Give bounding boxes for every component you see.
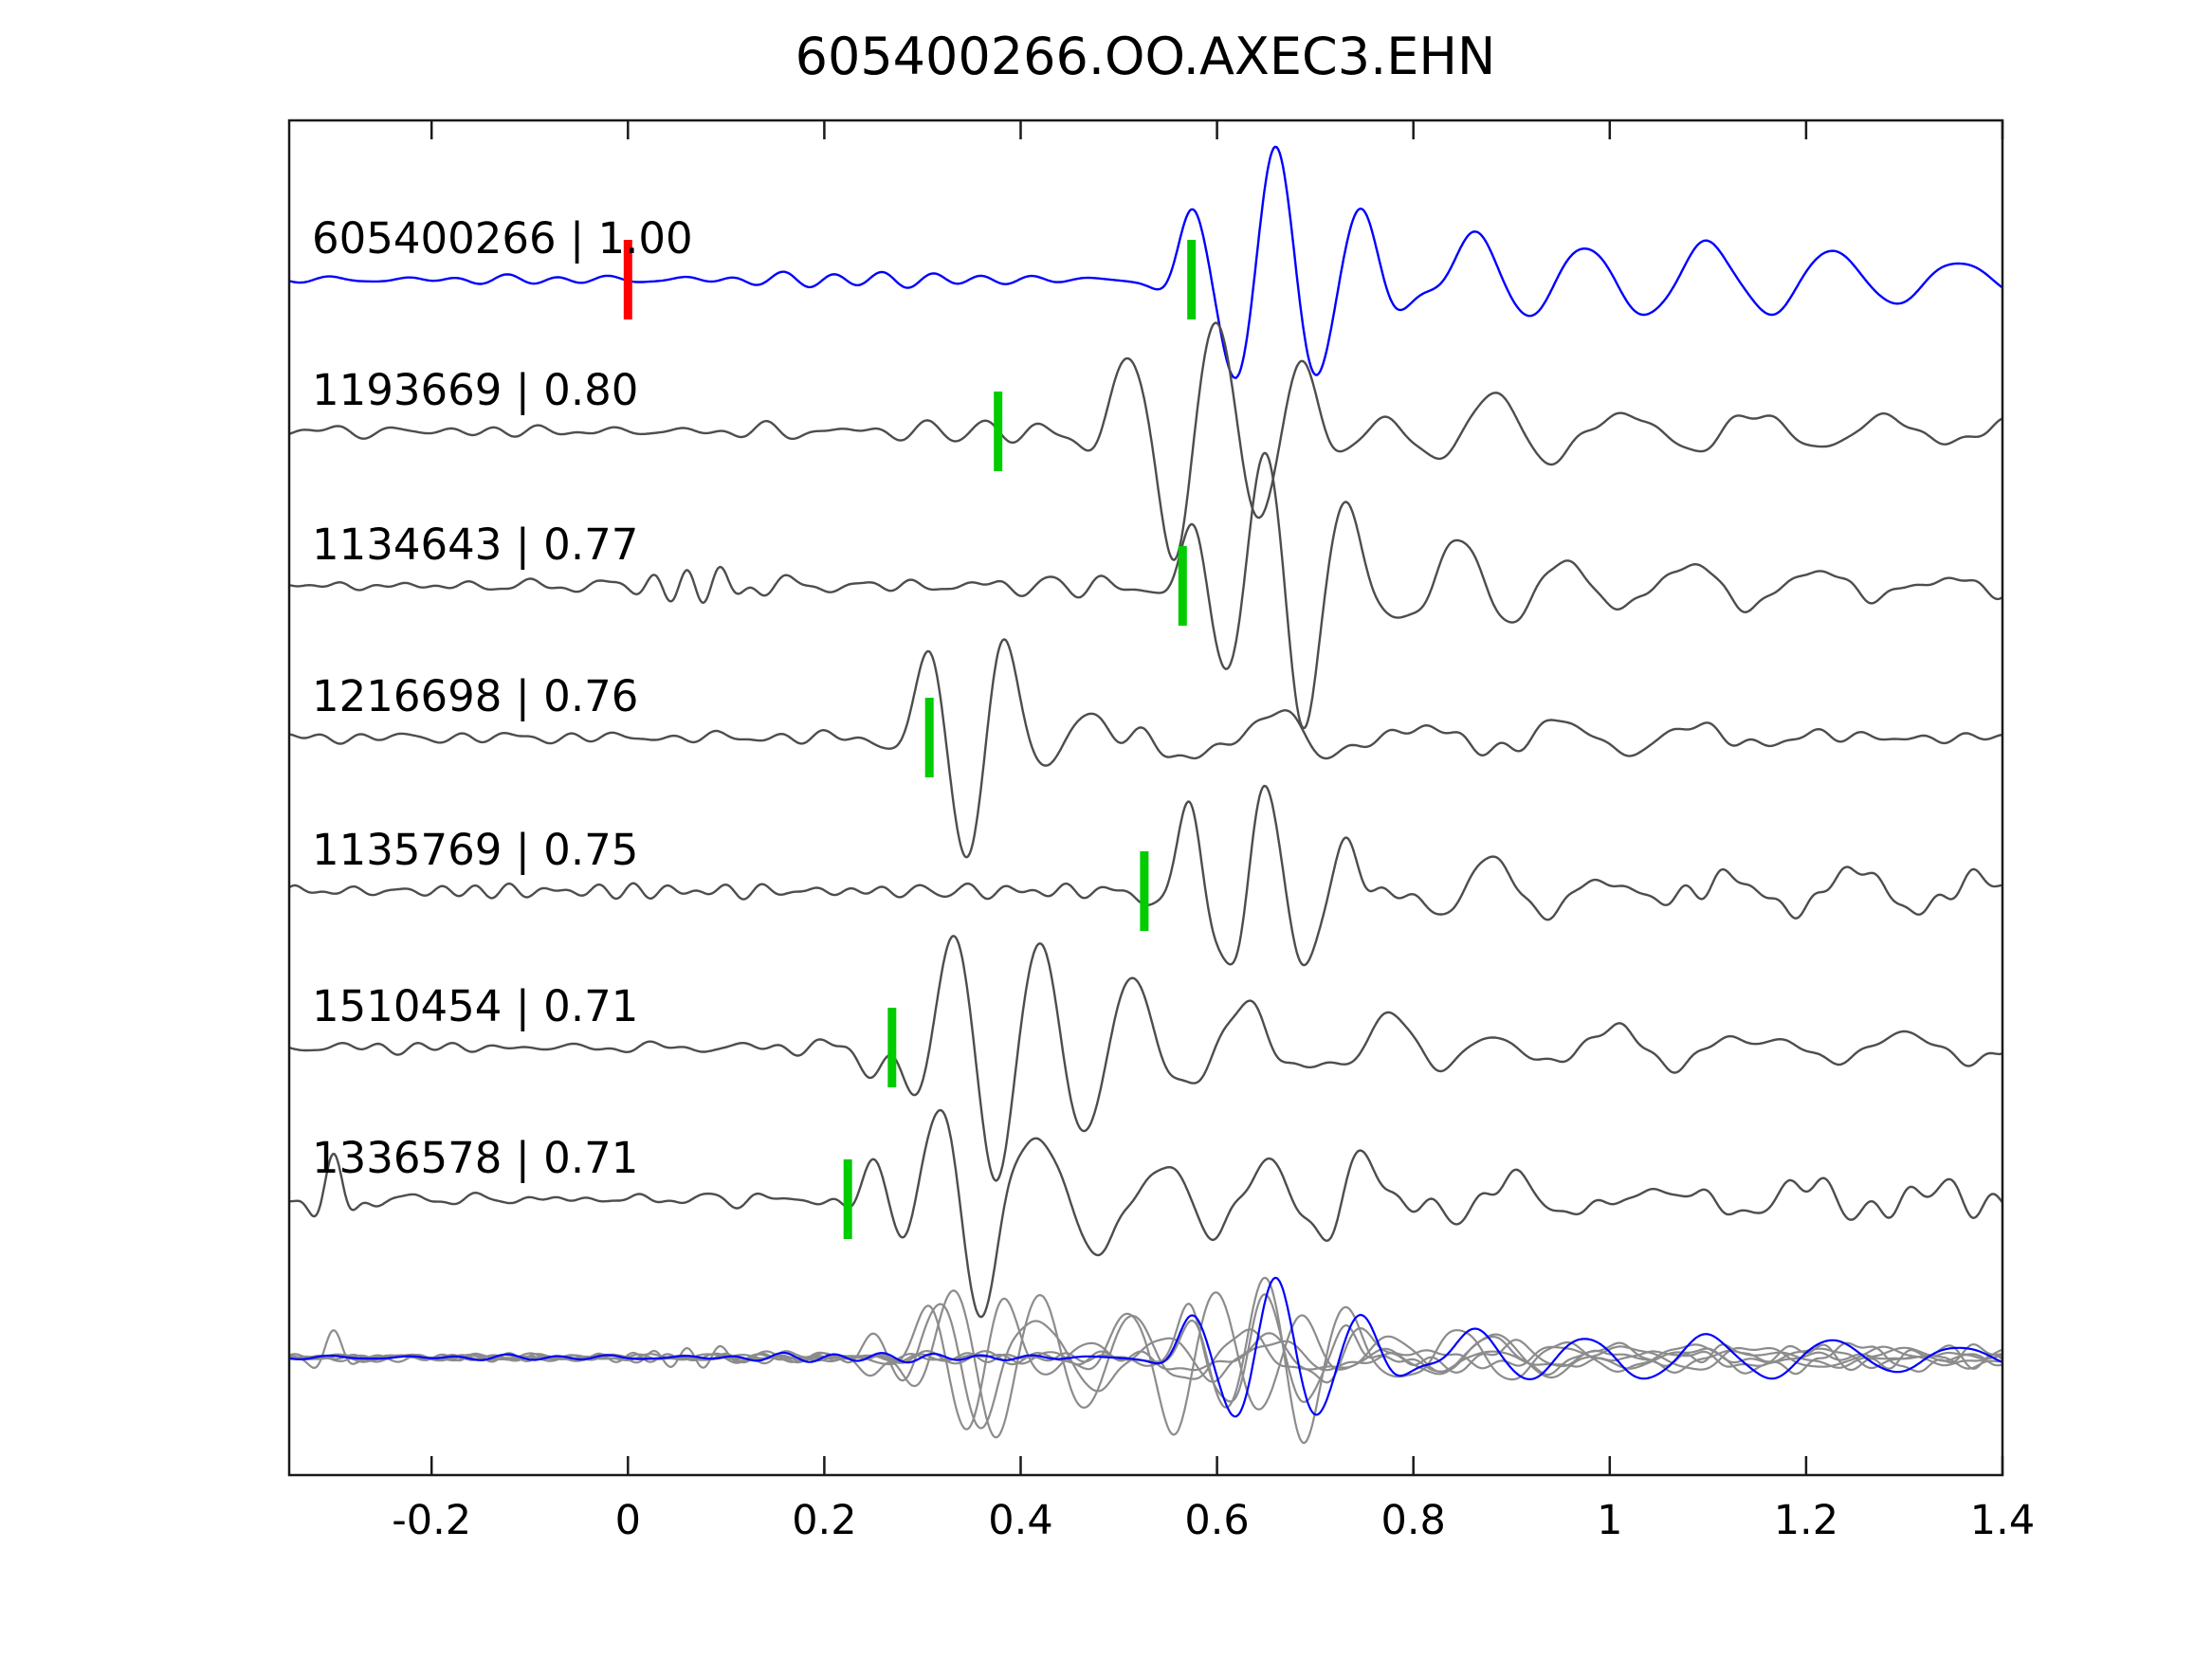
- plot-border: [287, 118, 2004, 1477]
- pick-marker-1135769: [1140, 851, 1149, 931]
- x-tick-label: 0.8: [1381, 1497, 1446, 1544]
- x-tick-label: 0: [615, 1497, 641, 1544]
- x-tick-label: 1.4: [1970, 1497, 2035, 1544]
- trace-waveform-605400266: [289, 145, 2002, 379]
- trace-waveform-1216698: [289, 638, 2002, 859]
- trace-label-1135769: 1135769 | 0.75: [312, 825, 638, 875]
- x-tick-label: 0.2: [792, 1497, 856, 1544]
- pick-marker-1510454: [887, 1008, 897, 1087]
- x-tick-label: 1.2: [1774, 1497, 1838, 1544]
- trace-waveform-1336578: [289, 1108, 2002, 1319]
- trace-label-1216698: 1216698 | 0.76: [312, 671, 638, 721]
- template-origin-marker-605400266: [623, 240, 632, 319]
- pick-marker-1216698: [924, 698, 934, 777]
- x-tick-label: 0.4: [988, 1497, 1052, 1544]
- trace-waveform-1510454: [289, 935, 2002, 1182]
- x-tick-label: -0.2: [392, 1497, 471, 1544]
- pick-marker-1193669: [994, 392, 1003, 471]
- trace-label-1336578: 1336578 | 0.71: [312, 1133, 638, 1183]
- overlay-waveform-605400266: [289, 1276, 2002, 1418]
- plot-area: 605400266 | 1.00 1193669 | 0.80 1134643 | …: [287, 118, 2035, 1544]
- trace-label-1134643: 1134643 | 0.77: [312, 520, 638, 570]
- trace-waveform-1193669: [289, 321, 2002, 561]
- trace-label-1510454: 1510454 | 0.71: [312, 981, 638, 1031]
- trace-label-605400266: 605400266 | 1.00: [312, 213, 693, 264]
- pick-marker-605400266: [1187, 240, 1197, 319]
- trace-waveform-1134643: [289, 451, 2002, 730]
- x-tick-label: 1: [1597, 1497, 1622, 1544]
- trace-layer: [289, 145, 2002, 1445]
- figure-title: 605400266.OO.AXEC3.EHN: [795, 27, 1496, 86]
- pick-marker-1336578: [843, 1159, 852, 1239]
- x-tick-label: 0.6: [1184, 1497, 1249, 1544]
- trace-label-1193669: 1193669 | 0.80: [312, 365, 638, 415]
- pick-marker-1134643: [1178, 546, 1187, 626]
